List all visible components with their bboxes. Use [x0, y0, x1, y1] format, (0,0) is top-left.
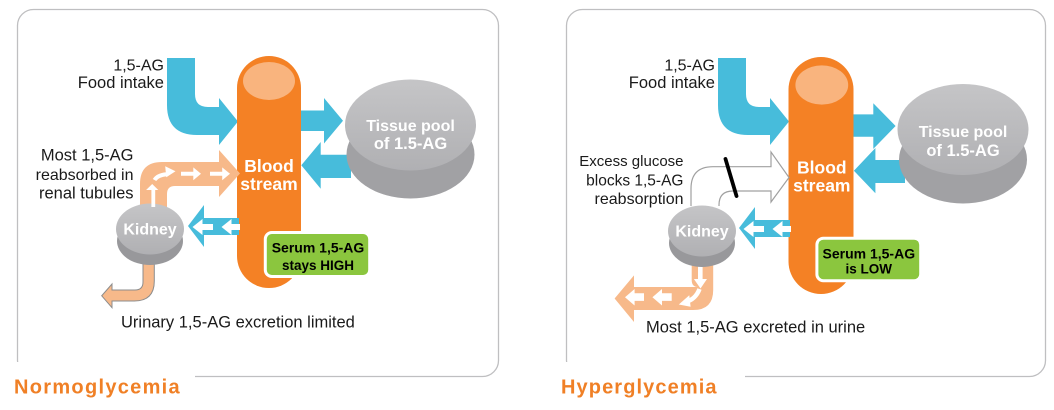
svg-text:stream: stream: [793, 176, 850, 196]
svg-text:Urinary 1,5-AG excretion limit: Urinary 1,5-AG excretion limited: [121, 314, 355, 332]
svg-text:Kidney: Kidney: [123, 222, 176, 239]
svg-text:1,5-AG: 1,5-AG: [113, 58, 164, 75]
svg-text:of 1.5-AG: of 1.5-AG: [374, 135, 447, 153]
svg-text:Tissue pool: Tissue pool: [366, 118, 455, 135]
svg-text:Kidney: Kidney: [675, 224, 728, 241]
svg-text:Hyperglycemia: Hyperglycemia: [561, 377, 718, 399]
svg-text:is LOW: is LOW: [846, 262, 893, 277]
svg-text:Tissue pool: Tissue pool: [919, 124, 1008, 141]
svg-text:Food intake: Food intake: [78, 74, 164, 92]
svg-text:Blood: Blood: [244, 156, 294, 176]
svg-text:Excess glucose: Excess glucose: [579, 153, 683, 170]
svg-text:Normoglycemia: Normoglycemia: [14, 377, 181, 399]
svg-text:blocks 1,5-AG: blocks 1,5-AG: [586, 173, 683, 190]
svg-text:stays HIGH: stays HIGH: [282, 258, 354, 273]
svg-text:stream: stream: [240, 174, 297, 194]
svg-text:Most 1,5-AG excreted in urine: Most 1,5-AG excreted in urine: [646, 319, 865, 337]
svg-text:reabsorbed in: reabsorbed in: [36, 167, 134, 184]
svg-text:Food intake: Food intake: [629, 74, 715, 92]
svg-text:reabsorption: reabsorption: [595, 191, 684, 208]
svg-text:1,5-AG: 1,5-AG: [664, 58, 715, 75]
svg-text:Most 1,5-AG: Most 1,5-AG: [41, 147, 134, 165]
svg-text:Serum 1,5-AG: Serum 1,5-AG: [272, 240, 365, 256]
svg-text:Blood: Blood: [797, 158, 847, 178]
svg-text:renal tubules: renal tubules: [39, 185, 133, 203]
svg-text:Serum 1,5-AG: Serum 1,5-AG: [823, 245, 916, 261]
svg-text:of 1.5-AG: of 1.5-AG: [926, 142, 999, 160]
